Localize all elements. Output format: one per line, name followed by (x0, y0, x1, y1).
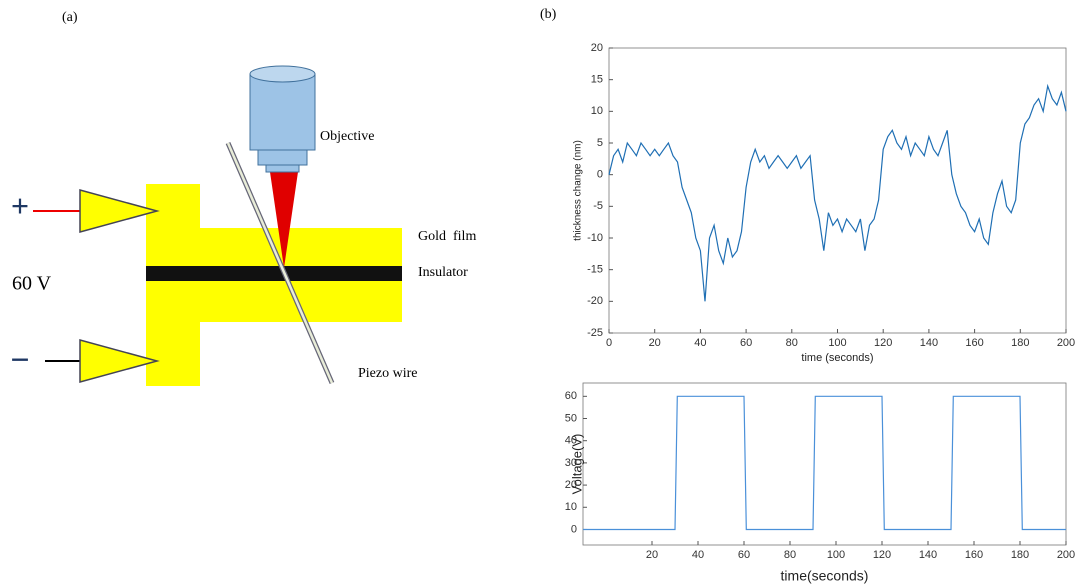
y-tick-label: 15 (591, 74, 603, 86)
x-axis-label: time(seconds) (781, 568, 869, 584)
x-tick-label: 180 (1011, 337, 1029, 349)
objective-lens (258, 150, 307, 165)
label: Piezo wire (358, 366, 417, 381)
y-tick-label: 0 (571, 523, 577, 535)
x-tick-label: 100 (828, 337, 846, 349)
y-tick-label: 10 (591, 105, 603, 117)
x-tick-label: 140 (920, 337, 938, 349)
x-tick-label: 60 (740, 337, 752, 349)
y-tick-label: -25 (587, 327, 603, 339)
objective-top (250, 66, 315, 82)
plot-area (583, 383, 1066, 545)
x-tick-label: 0 (606, 337, 612, 349)
objective (250, 74, 315, 150)
panel-label: (a) (62, 10, 78, 25)
x-tick-label: 40 (692, 549, 704, 561)
y-axis-label: thickness change (nm) (573, 140, 584, 241)
amplifier (80, 340, 157, 382)
y-tick-label: -5 (593, 200, 603, 212)
x-tick-label: 80 (784, 549, 796, 561)
y-tick-label: 5 (597, 137, 603, 149)
x-tick-label: 20 (649, 337, 661, 349)
x-axis-label: time (seconds) (801, 352, 873, 364)
label: 60 V (12, 273, 52, 295)
x-tick-label: 160 (965, 337, 983, 349)
x-tick-label: 180 (1011, 549, 1029, 561)
y-tick-label: -20 (587, 295, 603, 307)
y-tick-label: 0 (597, 169, 603, 181)
sign: − (10, 342, 29, 379)
x-tick-label: 200 (1057, 549, 1075, 561)
x-tick-label: 140 (919, 549, 937, 561)
x-tick-label: 80 (786, 337, 798, 349)
x-tick-label: 100 (827, 549, 845, 561)
diagram: (a) (b) Objective Gold film Insulator Pi… (10, 7, 556, 386)
x-tick-label: 20 (646, 549, 658, 561)
x-tick-label: 200 (1057, 337, 1075, 349)
x-tick-label: 160 (965, 549, 983, 561)
label: Objective (320, 129, 374, 144)
y-axis-label: Voltage(V) (569, 434, 584, 495)
label: Insulator (418, 265, 468, 280)
y-tick-label: 10 (565, 501, 577, 513)
x-tick-label: 60 (738, 549, 750, 561)
objective-tip (266, 165, 299, 172)
amplifier (80, 190, 157, 232)
plot-area (609, 48, 1066, 333)
x-tick-label: 40 (694, 337, 706, 349)
x-tick-label: 120 (873, 549, 891, 561)
panel-label: (b) (540, 7, 557, 22)
figure: (a) (b) Objective Gold film Insulator Pi… (0, 0, 1078, 588)
insulator (146, 266, 402, 281)
label: Gold film (418, 229, 476, 244)
x-tick-label: 120 (874, 337, 892, 349)
sign: + (11, 187, 29, 223)
y-tick-label: 60 (565, 390, 577, 402)
y-tick-label: -15 (587, 264, 603, 276)
y-tick-label: -10 (587, 232, 603, 244)
y-tick-label: 50 (565, 412, 577, 424)
y-tick-label: 20 (591, 42, 603, 54)
